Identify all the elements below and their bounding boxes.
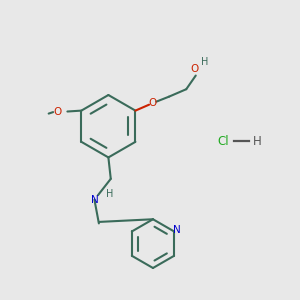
Text: H: H [253,135,261,148]
Text: N: N [91,195,98,205]
Text: Cl: Cl [217,135,229,148]
Text: O: O [53,107,62,117]
Text: N: N [172,225,180,235]
Text: O: O [190,64,199,74]
Text: O: O [148,98,157,108]
Text: H: H [201,58,208,68]
Text: H: H [106,189,113,199]
